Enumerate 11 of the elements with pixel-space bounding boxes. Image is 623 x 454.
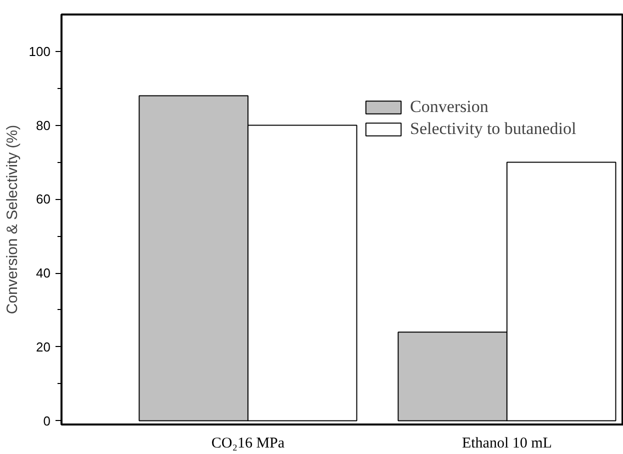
x-tick-label: Ethanol 10 mL — [462, 436, 552, 452]
y-tick-label: 100 — [28, 44, 51, 59]
y-tick-label: 40 — [36, 266, 51, 281]
x-tick-label: CO₂16 MPa — [211, 436, 285, 452]
y-tick-label: 80 — [36, 118, 51, 133]
y-tick-label: 0 — [43, 413, 51, 428]
y-axis-title: Conversion & Selectivity (%) — [4, 124, 21, 314]
y-tick-label: 60 — [36, 192, 51, 207]
y-tick-label: 20 — [36, 339, 51, 354]
legend-label: Conversion — [410, 97, 488, 117]
legend-label: Selectivity to butanediol — [410, 119, 576, 139]
